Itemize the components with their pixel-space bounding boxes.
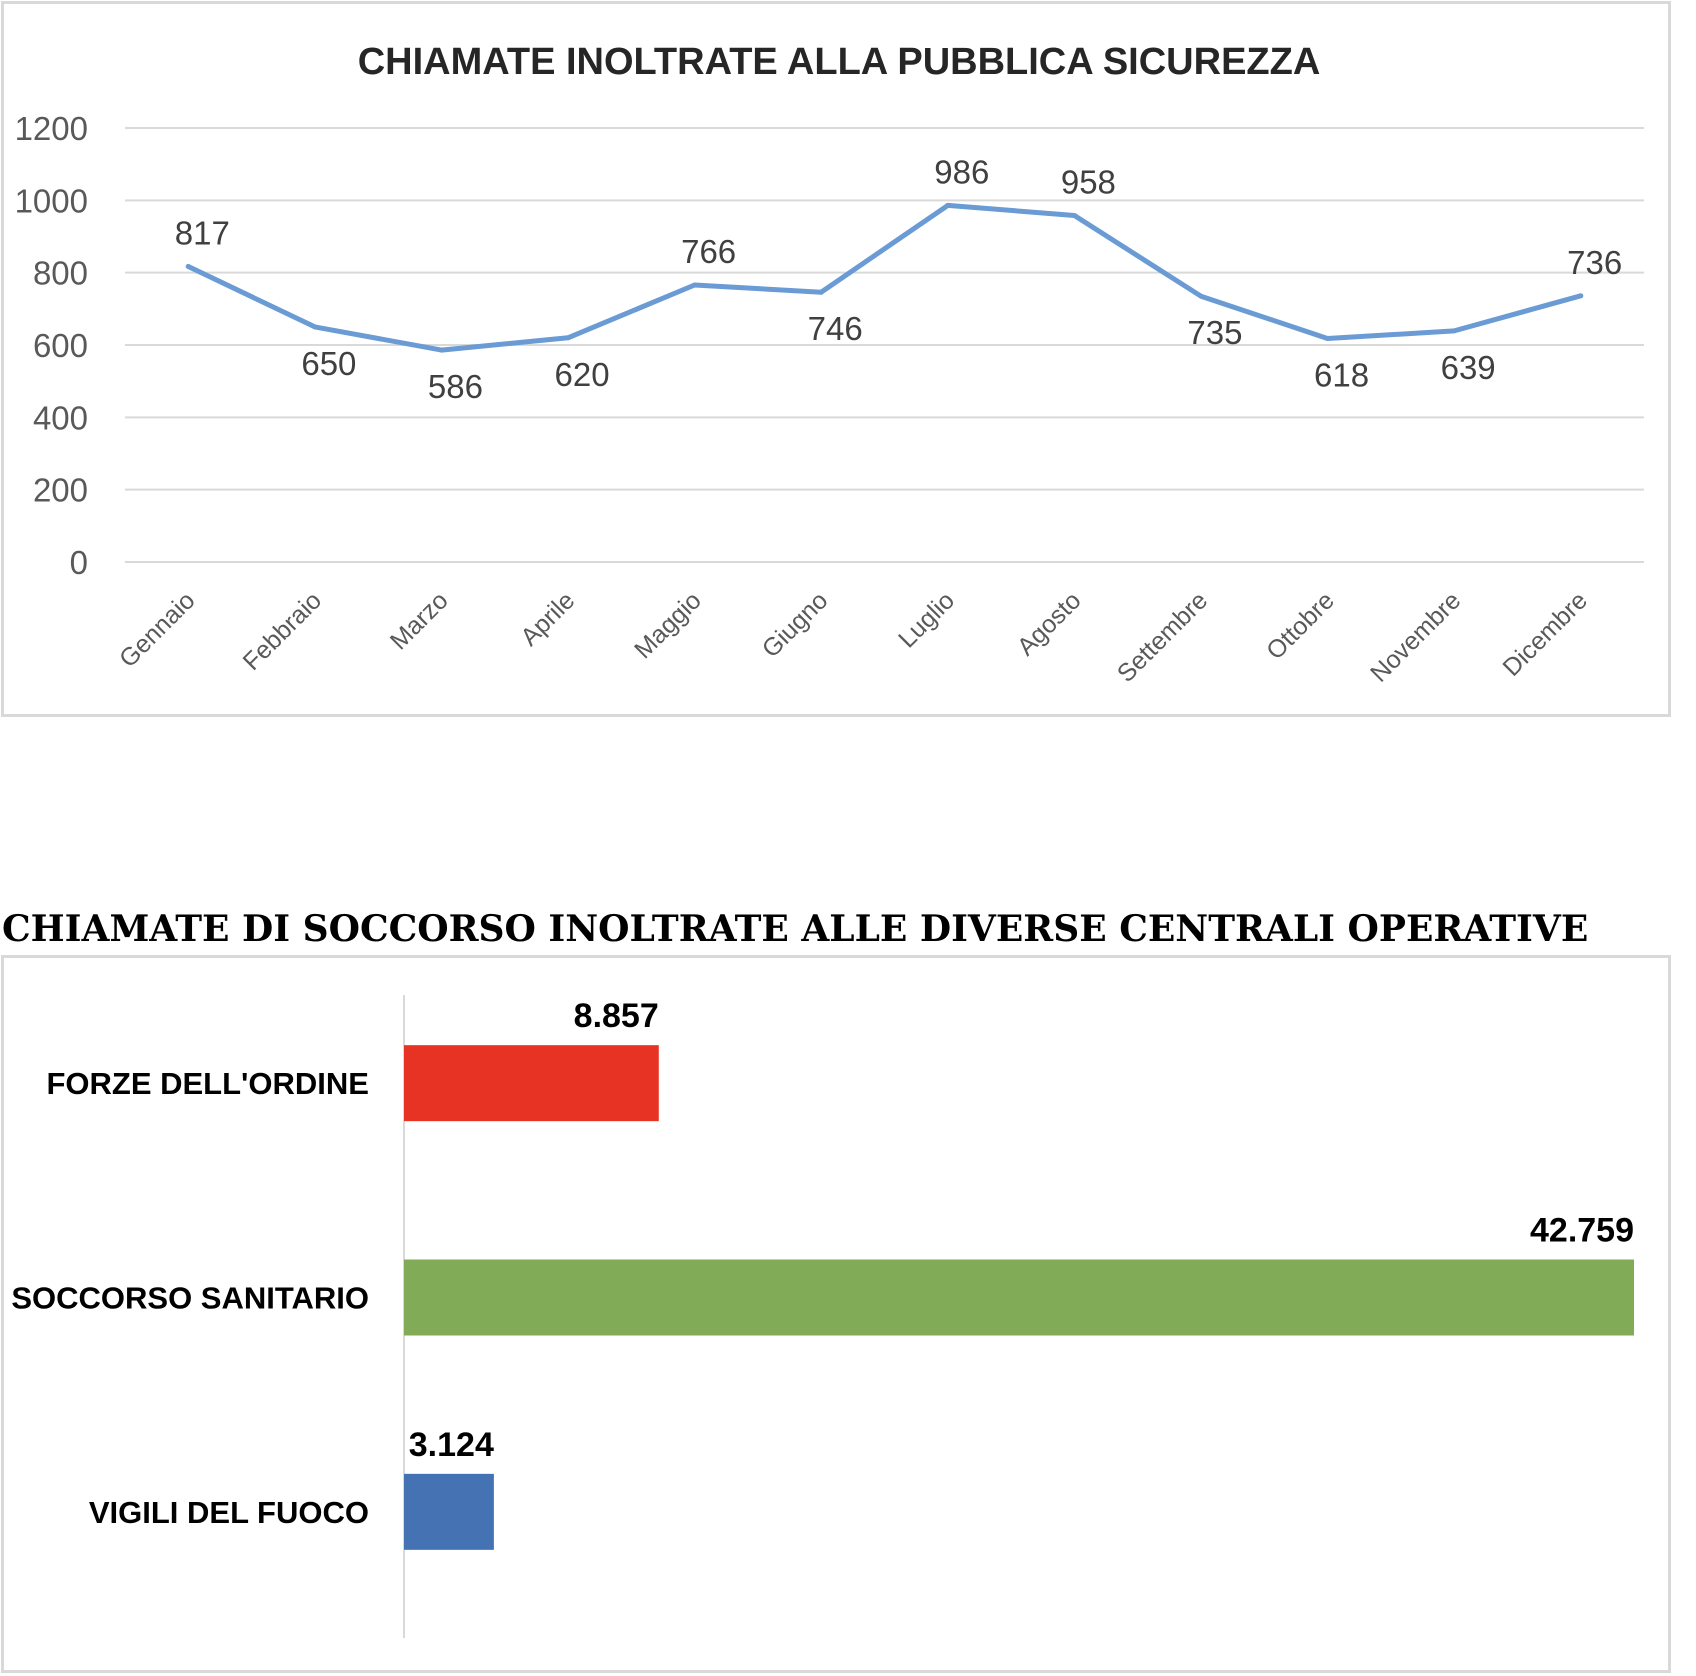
y-tick-label: 1000 (15, 182, 88, 219)
bar-chart-panel: FORZE DELL'ORDINE 8.857 SOCCORSO SANITARIO… (1, 955, 1671, 1673)
series-line (185, 202, 1584, 353)
bar (404, 1045, 659, 1122)
data-point (1071, 213, 1077, 219)
bar (404, 1473, 494, 1550)
y-tick-label: 800 (33, 255, 88, 292)
data-label: 817 (175, 215, 230, 252)
data-point (185, 264, 191, 270)
y-tick-label: 600 (33, 327, 88, 364)
x-tick-label: Marzo (385, 586, 454, 655)
data-label: 620 (555, 356, 610, 393)
y-tick-label: 0 (70, 544, 88, 581)
bar-chart-title: CHIAMATE DI SOCCORSO INOLTRATE ALLE DIVE… (2, 908, 1589, 950)
x-tick-label: Maggio (629, 586, 707, 664)
category-label: SOCCORSO SANITARIO (11, 1281, 369, 1316)
data-point (1325, 335, 1331, 341)
data-label: 958 (1061, 164, 1116, 201)
data-label: 766 (681, 233, 736, 270)
x-tick-label: Ottobre (1261, 586, 1340, 665)
x-tick-label: Dicembre (1498, 586, 1593, 681)
y-tick-label: 400 (33, 399, 88, 436)
x-tick-label: Agosto (1012, 586, 1087, 661)
data-label: 639 (1441, 349, 1496, 386)
data-label: 986 (934, 153, 989, 190)
bar (404, 1259, 1634, 1336)
data-label: 618 (1314, 356, 1369, 393)
y-tick-label: 1200 (15, 110, 88, 147)
x-tick-label: Gennaio (114, 586, 201, 673)
data-point (438, 347, 444, 353)
x-tick-label: Giugno (757, 586, 834, 663)
data-point (1198, 293, 1204, 299)
data-label: 735 (1187, 314, 1242, 351)
data-point (945, 202, 951, 208)
x-tick-label: Settembre (1112, 586, 1213, 687)
category-label: FORZE DELL'ORDINE (46, 1066, 369, 1101)
x-tick-label: Luglio (893, 586, 960, 653)
line-chart-title: CHIAMATE INOLTRATE ALLA PUBBLICA SICUREZ… (358, 41, 1321, 83)
data-point (1578, 293, 1584, 299)
category-label: VIGILI DEL FUOCO (89, 1495, 369, 1530)
data-point (692, 282, 698, 288)
line-chart-panel: CHIAMATE INOLTRATE ALLA PUBBLICA SICUREZ… (1, 1, 1671, 717)
x-tick-label: Febbraio (238, 586, 328, 676)
x-tick-label: Novembre (1365, 586, 1466, 687)
data-label: 650 (301, 345, 356, 382)
data-point (565, 335, 571, 341)
data-point (312, 324, 318, 330)
data-label: 736 (1567, 244, 1622, 281)
data-point (1451, 328, 1457, 334)
bar-value-label: 42.759 (1530, 1212, 1634, 1250)
data-point (818, 289, 824, 295)
data-label: 746 (808, 310, 863, 347)
bar-chart: FORZE DELL'ORDINE 8.857 SOCCORSO SANITARIO… (11, 995, 1634, 1638)
bar-value-label: 8.857 (574, 997, 659, 1035)
data-label: 586 (428, 368, 483, 405)
x-tick-label: Aprile (515, 586, 580, 651)
y-tick-label: 200 (33, 472, 88, 509)
bar-value-label: 3.124 (409, 1426, 494, 1464)
line-chart: CHIAMATE INOLTRATE ALLA PUBBLICA SICUREZ… (15, 41, 1644, 688)
